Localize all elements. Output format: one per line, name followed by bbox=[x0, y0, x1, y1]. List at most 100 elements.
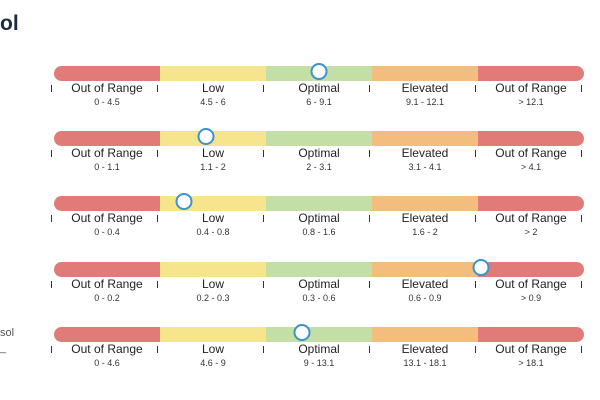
range-segment bbox=[160, 262, 266, 277]
zone-range-value: > 4.1 bbox=[520, 162, 542, 172]
zone-label: Elevated bbox=[401, 211, 449, 225]
zone-divider-tick bbox=[157, 150, 158, 157]
zone-range-value: > 2 bbox=[524, 227, 538, 237]
zone-divider-tick bbox=[475, 346, 476, 353]
zone-divider-tick bbox=[475, 150, 476, 157]
zone-label: Optimal bbox=[298, 146, 340, 160]
range-segment bbox=[266, 262, 372, 277]
zone-divider-tick bbox=[369, 85, 370, 92]
zone-range-value: 1.1 - 2 bbox=[200, 162, 226, 172]
zone-label: Elevated bbox=[401, 146, 449, 160]
zone-label: Optimal bbox=[298, 342, 340, 356]
zone-label: Optimal bbox=[298, 277, 340, 291]
zone-label: Out of Range bbox=[495, 146, 567, 160]
zone-label: Out of Range bbox=[71, 342, 143, 356]
zone-divider-tick bbox=[581, 85, 582, 92]
range-segment bbox=[478, 327, 584, 342]
zone-divider-tick bbox=[475, 85, 476, 92]
range-segment bbox=[54, 131, 160, 146]
zone-divider-tick bbox=[369, 215, 370, 222]
zone-range-value: > 12.1 bbox=[518, 97, 544, 107]
range-segment bbox=[54, 327, 160, 342]
zone-range-value: 0.4 - 0.8 bbox=[196, 227, 230, 237]
zone-divider-tick bbox=[263, 346, 264, 353]
zone-divider-tick bbox=[581, 150, 582, 157]
range-segment bbox=[266, 131, 372, 146]
zone-label: Elevated bbox=[401, 342, 449, 356]
zone-label: Out of Range bbox=[495, 277, 567, 291]
page-title: ol bbox=[0, 12, 19, 35]
zone-divider-tick bbox=[157, 346, 158, 353]
range-segment bbox=[478, 196, 584, 211]
range-segment bbox=[160, 66, 266, 81]
zone-range-value: 9.1 - 12.1 bbox=[405, 97, 445, 107]
zone-divider-tick bbox=[475, 281, 476, 288]
zone-range-value: 0.2 - 0.3 bbox=[196, 293, 230, 303]
zone-range-value: 0.6 - 0.9 bbox=[408, 293, 442, 303]
zone-label: Elevated bbox=[401, 277, 449, 291]
zone-label: Out of Range bbox=[495, 81, 567, 95]
zone-divider-tick bbox=[369, 346, 370, 353]
range-segment bbox=[54, 196, 160, 211]
value-marker bbox=[472, 259, 490, 276]
zone-label: Out of Range bbox=[71, 81, 143, 95]
zone-divider-tick bbox=[263, 150, 264, 157]
zone-range-value: 0 - 0.4 bbox=[94, 227, 120, 237]
range-gauge-row: Out of Range 0 - 0.4 Low 0.4 - 0.8 Optimal 0.… bbox=[46, 193, 592, 248]
range-segment bbox=[478, 66, 584, 81]
value-marker bbox=[310, 63, 328, 80]
zone-divider-tick bbox=[51, 150, 52, 157]
range-segment bbox=[372, 327, 478, 342]
side-label-fragment-2: _ bbox=[0, 342, 7, 354]
range-segment bbox=[54, 66, 160, 81]
zone-divider-tick bbox=[581, 346, 582, 353]
zone-divider-tick bbox=[369, 281, 370, 288]
zone-divider-tick bbox=[157, 215, 158, 222]
zone-range-value: 0 - 0.2 bbox=[94, 293, 120, 303]
zone-divider-tick bbox=[475, 215, 476, 222]
zone-label: Optimal bbox=[298, 211, 340, 225]
zone-range-value: 3.1 - 4.1 bbox=[408, 162, 442, 172]
zone-range-value: > 18.1 bbox=[518, 358, 544, 368]
zone-divider-tick bbox=[51, 85, 52, 92]
range-bar bbox=[54, 66, 584, 81]
zone-divider-tick bbox=[263, 85, 264, 92]
zone-range-value: 6 - 9.1 bbox=[306, 97, 332, 107]
zone-divider-tick bbox=[581, 281, 582, 288]
range-bar bbox=[54, 262, 584, 277]
zone-label: Out of Range bbox=[71, 146, 143, 160]
range-gauge-row: Out of Range 0 - 4.6 Low 4.6 - 9 Optimal 9 - … bbox=[46, 324, 592, 379]
zone-label: Optimal bbox=[298, 81, 340, 95]
value-marker bbox=[293, 324, 310, 341]
range-segment bbox=[266, 327, 372, 342]
zone-divider-tick bbox=[51, 281, 52, 288]
zone-range-value: 9 - 13.1 bbox=[303, 358, 335, 368]
range-segment bbox=[372, 196, 478, 211]
zone-label: Low bbox=[201, 146, 224, 160]
zone-divider-tick bbox=[157, 85, 158, 92]
value-marker bbox=[175, 193, 193, 210]
zone-range-value: > 0.9 bbox=[520, 293, 542, 303]
side-label-fragment: sol bbox=[0, 327, 15, 339]
zone-range-value: 13.1 - 18.1 bbox=[403, 358, 447, 368]
zone-divider-tick bbox=[51, 215, 52, 222]
zone-range-value: 0 - 4.6 bbox=[94, 358, 120, 368]
zone-divider-tick bbox=[51, 346, 52, 353]
range-gauge-row: Out of Range 0 - 1.1 Low 1.1 - 2 Optimal 2 - … bbox=[46, 128, 592, 183]
zone-range-value: 0.8 - 1.6 bbox=[302, 227, 336, 237]
zone-label: Low bbox=[201, 277, 224, 291]
zone-label: Out of Range bbox=[495, 211, 567, 225]
value-marker bbox=[197, 128, 215, 145]
range-segment bbox=[266, 196, 372, 211]
zone-range-value: 4.6 - 9 bbox=[200, 358, 226, 368]
range-gauge-row: Out of Range 0 - 0.2 Low 0.2 - 0.3 Optimal 0.… bbox=[46, 259, 592, 314]
range-bar bbox=[54, 327, 584, 342]
range-segment bbox=[160, 327, 266, 342]
zone-label: Low bbox=[201, 342, 224, 356]
zone-divider-tick bbox=[263, 215, 264, 222]
range-segment bbox=[372, 66, 478, 81]
zone-label: Elevated bbox=[401, 81, 449, 95]
range-segment bbox=[478, 262, 584, 277]
zone-label: Out of Range bbox=[495, 342, 567, 356]
zone-range-value: 4.5 - 6 bbox=[200, 97, 226, 107]
